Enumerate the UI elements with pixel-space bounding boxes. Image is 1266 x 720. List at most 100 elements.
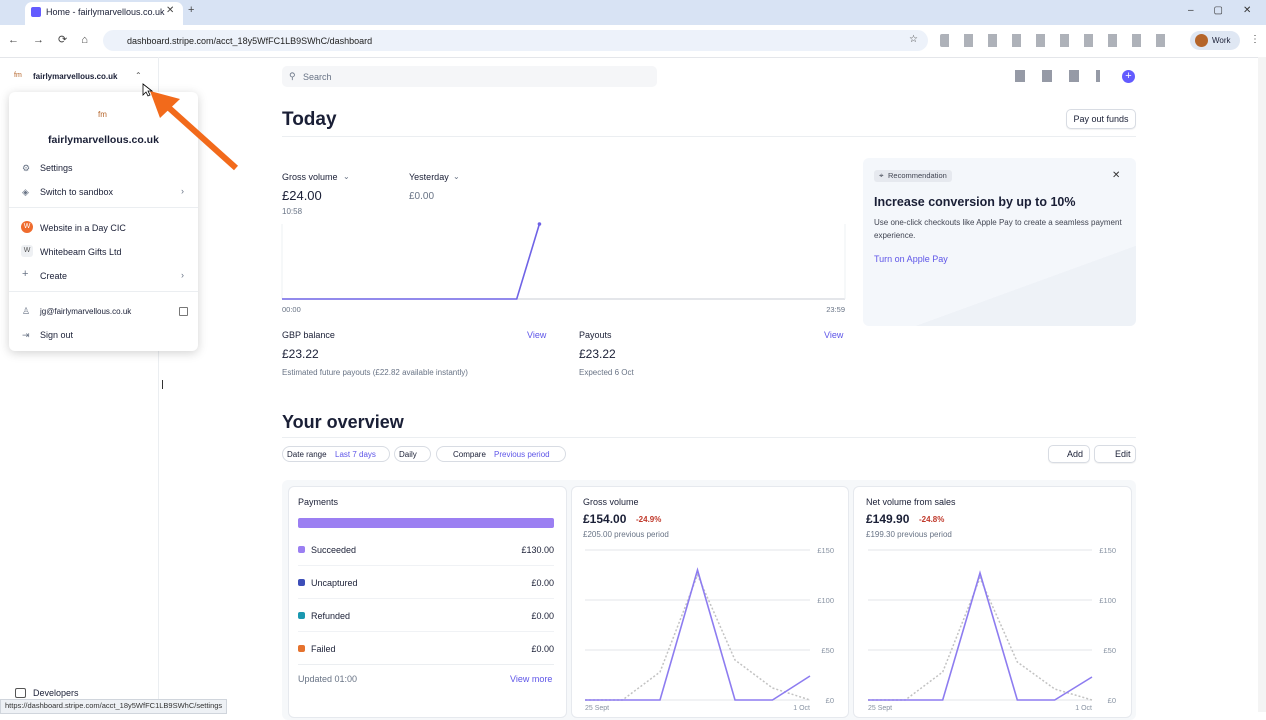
line-series: [585, 573, 811, 701]
x-tick-label: 00:00: [282, 305, 301, 314]
payment-status: Uncaptured: [311, 578, 358, 588]
user-icon: ♙: [22, 306, 31, 316]
divider: [298, 565, 554, 566]
dropdown-caret: ⌄: [453, 172, 460, 181]
y-tick-label: £0: [1108, 696, 1116, 705]
profile-name[interactable]: Work: [1212, 36, 1231, 45]
menu-sandbox[interactable]: Switch to sandbox: [40, 187, 114, 197]
recommendation-body: Use one-click checkouts like Apple Pay t…: [874, 218, 1122, 240]
account-caret[interactable]: ⌃: [135, 71, 142, 80]
net-previous: £199.30 previous period: [866, 530, 952, 539]
search-placeholder[interactable]: Search: [303, 72, 332, 82]
payment-status: Failed: [311, 644, 336, 654]
account-switcher[interactable]: fairlymarvellous.co.uk: [33, 72, 118, 81]
payments-bar: [298, 518, 554, 528]
line-series: [585, 567, 811, 701]
edit-button[interactable]: Edit: [1094, 445, 1136, 463]
yesterday-value: £0.00: [409, 191, 435, 202]
plus-icon: +: [22, 268, 29, 280]
window-controls[interactable]: –▢✕: [1188, 5, 1266, 16]
balance-view[interactable]: View: [527, 330, 547, 340]
developers-link[interactable]: Developers: [33, 688, 79, 698]
compare-value[interactable]: Previous period: [494, 450, 550, 459]
developers-icon: [15, 688, 26, 698]
scrollbar[interactable]: [1258, 57, 1266, 712]
gross-previous: £205.00 previous period: [583, 530, 669, 539]
menu-create[interactable]: Create: [40, 271, 68, 281]
bookmark-star[interactable]: ☆: [909, 34, 918, 45]
line-series: [868, 576, 1093, 701]
net-card: [853, 486, 1132, 718]
menu-email: jg@fairlymarvellous.co.uk: [40, 307, 132, 316]
apple-pay-link[interactable]: Turn on Apple Pay: [874, 254, 948, 264]
divider: [298, 598, 554, 599]
balance-label: GBP balance: [282, 330, 335, 340]
date-range-value[interactable]: Last 7 days: [335, 450, 376, 459]
new-tab[interactable]: +: [188, 4, 195, 16]
extension-icons[interactable]: [940, 34, 1170, 47]
net-change: -24.8%: [919, 515, 945, 524]
compare-filter[interactable]: [436, 446, 566, 462]
tab-title[interactable]: Home - fairlymarvellous.co.uk: [46, 7, 165, 17]
chevron: ›: [181, 186, 184, 196]
y-tick-label: £100: [1099, 596, 1116, 605]
url[interactable]: dashboard.stripe.com/acct_18y5WfFC1LB9SW…: [127, 36, 373, 46]
divider: [282, 437, 1136, 438]
payment-status: Refunded: [311, 611, 351, 621]
x-tick-label: 1 Oct: [793, 705, 810, 712]
last-point: [537, 222, 542, 226]
tab-strip: [0, 0, 1266, 25]
menu-account[interactable]: Website in a Day CIC: [40, 223, 126, 233]
menu-logo: fm: [98, 110, 107, 119]
chevron: ›: [181, 270, 184, 280]
gross-value: £154.00: [583, 512, 627, 526]
omnibox[interactable]: [103, 30, 928, 51]
x-tick-label: 1 Oct: [1075, 705, 1092, 712]
dropdown-caret: ⌄: [343, 172, 350, 181]
interval-value[interactable]: Daily: [399, 450, 417, 459]
dismiss-button[interactable]: ✕: [1112, 170, 1121, 181]
date-range-label: Date range: [287, 450, 327, 459]
date-range-filter[interactable]: [282, 446, 390, 462]
gross-card: [571, 486, 849, 718]
line-series: [868, 570, 1093, 701]
payment-status: Succeeded: [311, 545, 357, 555]
search-box[interactable]: [282, 66, 657, 87]
balance-note: Estimated future payouts (£22.82 availab…: [282, 368, 468, 377]
active-tab[interactable]: [25, 2, 183, 25]
x-tick-label: 25 Sept: [585, 705, 609, 712]
profile-avatar: [1195, 34, 1208, 47]
menu-account[interactable]: Whitebeam Gifts Ltd: [40, 247, 122, 257]
tab-close[interactable]: ✕: [166, 5, 175, 16]
overview-title: Your overview: [282, 412, 404, 432]
gross-volume-label[interactable]: Gross volume: [282, 172, 338, 182]
add-button[interactable]: Add: [1048, 445, 1090, 463]
info-icon[interactable]: [179, 307, 188, 316]
payment-amount: £0.00: [531, 578, 554, 588]
menu-settings[interactable]: Settings: [40, 163, 73, 173]
payments-updated: Updated 01:00: [298, 674, 358, 684]
recommendation-card: [863, 158, 1136, 326]
interval-filter[interactable]: [394, 446, 431, 462]
cursor-caret: [162, 380, 163, 389]
sandbox-icon: ◈: [22, 187, 29, 197]
favicon: [31, 7, 41, 17]
nav-buttons[interactable]: ←→⟳⌂: [8, 34, 102, 46]
browser-menu[interactable]: ⋮: [1250, 34, 1260, 45]
payments-view-more[interactable]: View more: [510, 674, 553, 684]
create-button[interactable]: +: [1122, 70, 1135, 83]
pay-out-button[interactable]: Pay out funds: [1066, 109, 1136, 129]
net-title: Net volume from sales: [866, 497, 956, 507]
yesterday-label[interactable]: Yesterday: [409, 172, 449, 182]
recommendation-badge: Recommendation: [874, 170, 952, 182]
gross-change: -24.9%: [636, 515, 662, 524]
menu-sign-out[interactable]: Sign out: [40, 330, 74, 340]
payment-amount: £0.00: [531, 644, 554, 654]
payouts-value: £23.22: [579, 347, 616, 361]
payouts-label: Payouts: [579, 330, 612, 340]
payment-amount: £130.00: [521, 545, 554, 555]
header-icons[interactable]: [1015, 70, 1100, 82]
payouts-view[interactable]: View: [824, 330, 844, 340]
account-badge: W: [21, 245, 33, 257]
